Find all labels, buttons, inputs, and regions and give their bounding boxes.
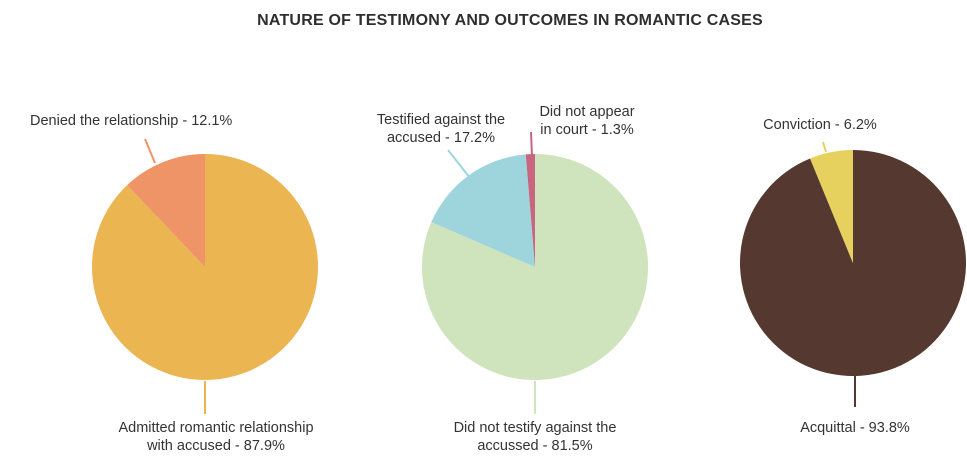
pie-relationship-leader-1	[144, 138, 156, 164]
pie-testimony-slice-2	[525, 154, 535, 267]
pie-testimony-slice-0	[421, 154, 648, 380]
pie-testimony-label-1-line-0: Testified against the	[377, 112, 505, 128]
pie-testimony-leader-2	[530, 131, 533, 158]
pie-relationship-label-1: Denied the relationship - 12.1%	[30, 113, 232, 129]
pie-relationship-label-0-line-0: Admitted romantic relationship	[118, 420, 313, 436]
pie-outcome-slice-1	[810, 150, 853, 263]
pie-testimony-label-0: Did not testify against the accussed - 81…	[454, 420, 617, 454]
pie-testimony-label-1: Testified against the accused - 17.2%	[377, 112, 505, 146]
chart-title: NATURE OF TESTIMONY AND OUTCOMES IN ROMA…	[257, 12, 763, 29]
pie-testimony-label-0-line-1: accussed - 81.5%	[477, 438, 592, 454]
pie-testimony-label-1-line-1: accused - 17.2%	[387, 130, 495, 146]
pie-testimony-label-0-line-0: Did not testify against the	[454, 420, 617, 436]
pie-testimony-leader-1	[447, 149, 471, 179]
pie-outcome-label-1: Conviction - 6.2%	[763, 117, 877, 133]
pie-testimony-label-2-line-1: in court - 1.3%	[540, 122, 634, 138]
pie-relationship-label-1-line-0: Denied the relationship - 12.1%	[30, 113, 232, 129]
pie-relationship-label-0-line-1: with accused - 87.9%	[146, 438, 285, 454]
pie-testimony-label-2-line-0: Did not appear	[539, 104, 634, 120]
pie-outcome-leader-1	[822, 141, 827, 153]
pie-relationship-label-0: Admitted romantic relationship with accus…	[118, 420, 313, 454]
pie-testimony-label-2: Did not appear in court - 1.3%	[539, 104, 634, 138]
pie-testimony-slice-1	[431, 154, 535, 267]
pie-relationship-slice-1	[127, 154, 205, 267]
pie-outcome-label-1-line-0: Conviction - 6.2%	[763, 117, 877, 133]
pie-outcome-label-0-line-0: Acquittal - 93.8%	[800, 420, 910, 436]
pie-outcome-slice-0	[740, 149, 967, 376]
pie-outcome-label-0: Acquittal - 93.8%	[800, 420, 910, 436]
pie-relationship-slice-0	[91, 154, 318, 380]
